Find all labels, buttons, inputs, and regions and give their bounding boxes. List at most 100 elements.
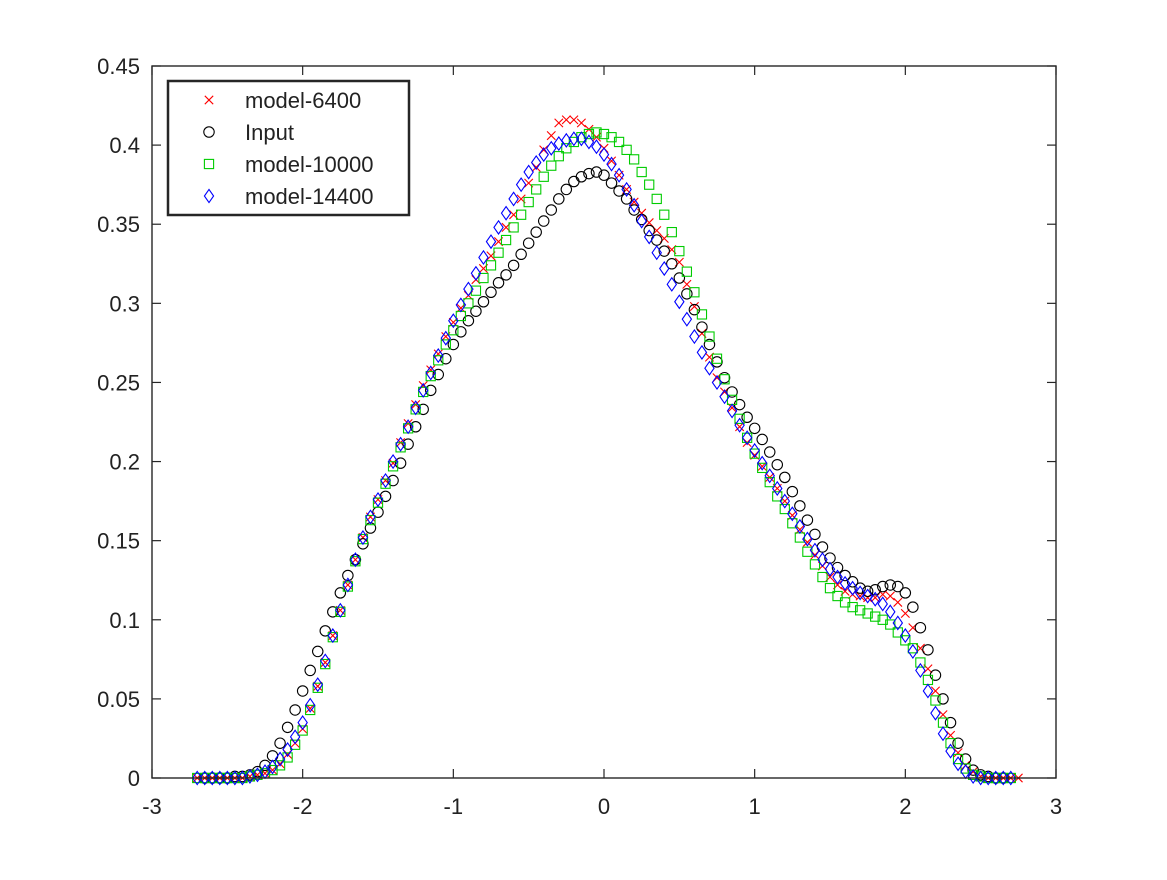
y-tick-label: 0.1 [109, 608, 140, 633]
data-point [305, 704, 316, 716]
data-point [620, 193, 633, 205]
data-point [394, 457, 407, 469]
data-point [402, 419, 414, 435]
data-point [576, 131, 587, 147]
data-point [809, 559, 821, 570]
data-point [576, 118, 586, 128]
data-point [605, 177, 618, 189]
data-point [870, 611, 881, 622]
data-point [824, 561, 836, 577]
data-point [839, 569, 851, 582]
data-point [862, 608, 873, 619]
data-point [718, 371, 731, 384]
data-point [432, 368, 445, 381]
legend-label: model-10000 [245, 152, 373, 177]
data-point [763, 446, 776, 458]
data-point [884, 604, 896, 620]
data-point [726, 403, 738, 419]
data-point [757, 462, 768, 474]
data-point [915, 662, 926, 678]
data-point [554, 118, 564, 128]
data-point [703, 338, 716, 351]
data-point [561, 115, 571, 125]
data-point [598, 128, 610, 140]
y-tick-label: 0 [128, 766, 140, 791]
data-layer [191, 115, 1023, 786]
legend-box [166, 79, 411, 217]
data-point [877, 596, 889, 612]
data-point [440, 330, 452, 346]
data-point [477, 296, 490, 308]
data-point [930, 686, 941, 696]
data-point [689, 328, 700, 345]
x-tick-label: 2 [899, 794, 911, 819]
data-point [493, 247, 504, 258]
data-point [832, 590, 843, 602]
data-point [357, 529, 369, 546]
data-point [448, 325, 459, 336]
data-point [734, 417, 745, 433]
data-point [409, 420, 422, 433]
data-point [869, 583, 881, 596]
data-point [478, 272, 489, 284]
data-point [500, 234, 512, 246]
data-point [606, 156, 617, 172]
data-point [613, 167, 625, 183]
data-point [801, 514, 814, 526]
data-point [779, 493, 791, 509]
data-point [613, 185, 625, 197]
data-point [304, 697, 316, 713]
data-point [900, 628, 911, 644]
data-point [794, 500, 806, 512]
data-point [930, 705, 941, 721]
data-point [508, 222, 519, 233]
data-point [960, 763, 971, 774]
data-point [636, 213, 647, 229]
data-point [274, 751, 286, 767]
data-point [787, 506, 798, 522]
data-point [296, 685, 309, 697]
data-point [628, 204, 640, 216]
data-point [387, 461, 399, 472]
legend-entry: Input [203, 120, 294, 145]
data-point [862, 588, 873, 604]
data-point [387, 453, 399, 470]
data-point [952, 756, 964, 772]
data-point [644, 179, 655, 190]
data-point [907, 643, 919, 659]
data-point [598, 147, 610, 163]
data-point [282, 741, 293, 758]
data-point [304, 664, 316, 677]
data-point [485, 234, 497, 250]
data-point [297, 715, 308, 731]
data-point [824, 582, 836, 594]
data-point [591, 139, 602, 155]
data-point [726, 386, 738, 398]
data-point [485, 286, 497, 299]
data-point [312, 677, 324, 693]
y-tick-label: 0.15 [97, 529, 140, 554]
data-point [748, 422, 761, 435]
data-point [651, 193, 662, 205]
data-point [433, 355, 444, 366]
data-point [621, 144, 632, 156]
x-tick-label: -2 [293, 794, 313, 819]
data-point [545, 140, 557, 156]
data-point [365, 509, 376, 525]
data-point [553, 151, 564, 162]
data-point [643, 224, 655, 237]
data-point [523, 196, 534, 208]
data-point [876, 580, 889, 593]
data-point [982, 770, 994, 786]
data-point [915, 657, 926, 668]
data-point [334, 587, 347, 599]
data-point [546, 160, 557, 171]
data-point [786, 485, 799, 498]
data-point [734, 413, 745, 424]
data-point [922, 683, 934, 699]
data-point [893, 597, 903, 607]
data-point [967, 768, 979, 784]
data-point [590, 166, 603, 178]
y-tick-label: 0.2 [109, 450, 140, 475]
data-point [885, 591, 895, 601]
